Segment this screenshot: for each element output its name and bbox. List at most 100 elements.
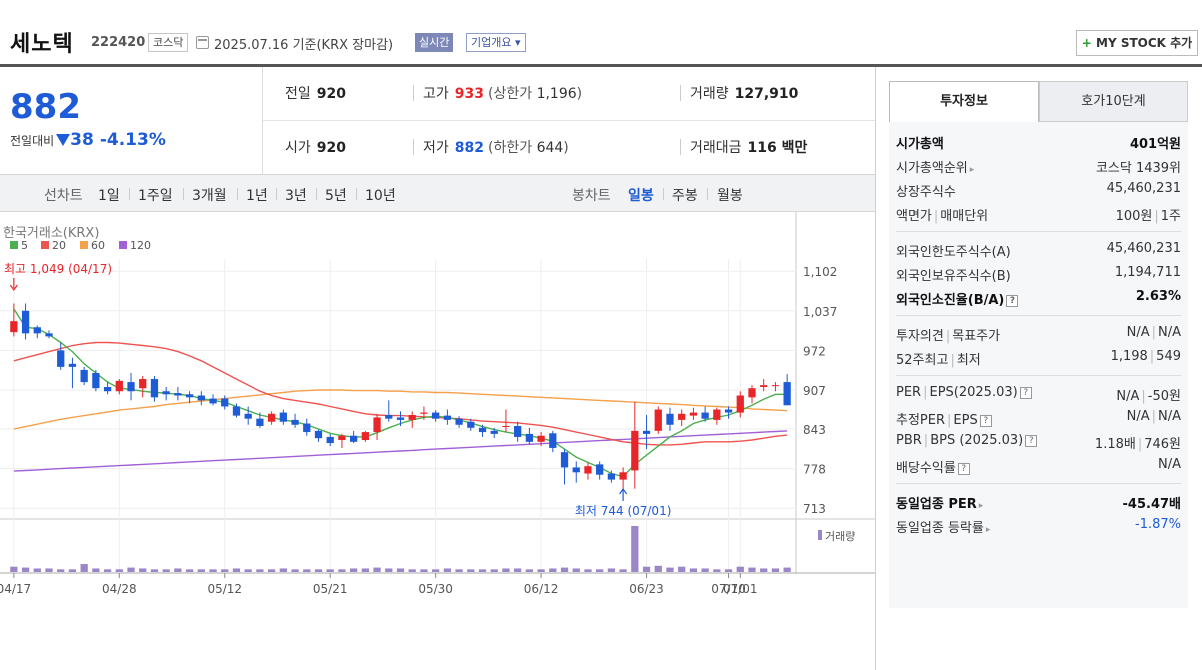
add-mystock-button[interactable]: + MY STOCK 추가	[1076, 30, 1198, 56]
candle-body	[45, 333, 53, 337]
candle-body	[21, 310, 30, 334]
candle-body	[10, 321, 18, 333]
volume-bar	[490, 569, 498, 572]
chevron-right-icon: ▸	[969, 165, 975, 175]
legend-label: 20	[52, 239, 66, 252]
header-divider	[0, 64, 1202, 67]
candle-body	[619, 472, 627, 480]
help-icon[interactable]: ?	[979, 415, 992, 427]
info-row: 상장주식수 45,460,231	[896, 181, 1181, 200]
volume-bar	[150, 569, 159, 572]
candle-body	[502, 425, 510, 427]
candle-body	[162, 391, 170, 395]
company-info-dropdown[interactable]: 기업개요 ▾	[466, 33, 526, 52]
info-row[interactable]: 시가총액순위 ▸ 코스닥 1439위	[896, 161, 1181, 176]
candle-body	[724, 409, 733, 413]
y-tick-label: 843	[803, 423, 826, 437]
candle-body	[150, 379, 159, 398]
y-tick-label: 713	[803, 502, 826, 516]
help-icon[interactable]: ?	[1019, 387, 1032, 399]
legend-swatch	[119, 241, 127, 249]
trade-amount: 거래대금 116 백만	[690, 140, 808, 156]
stock-header: 세노텍 222420 코스닥 2025.07.16 기준(KRX 장마감) 실시…	[0, 0, 1202, 64]
candle-body	[350, 435, 358, 442]
period-tab-1y[interactable]: 1년	[246, 188, 268, 204]
candle-body	[267, 413, 276, 422]
candle-body	[291, 419, 299, 425]
candle-body	[174, 393, 182, 396]
chart-period-tabs: 선차트 1일 1주일 3개월 1년 3년 5년 10년 봉차트 일봉 주봉 월봉	[0, 174, 875, 212]
max-arrow-icon	[9, 284, 18, 292]
x-tick-label: 04/28	[102, 582, 137, 596]
quote-divider	[680, 139, 681, 155]
volume-bar	[678, 566, 686, 572]
tab-investment-info[interactable]: 투자정보	[889, 81, 1039, 122]
info-row[interactable]: 동일업종 PER ▸ -45.47배	[896, 497, 1181, 512]
volume-bar	[45, 568, 53, 572]
chevron-right-icon: ▸	[985, 525, 991, 535]
candle-body	[572, 467, 580, 473]
realtime-button[interactable]: 실시간	[415, 33, 454, 52]
period-tab-10y[interactable]: 10년	[365, 188, 396, 204]
help-icon[interactable]: ?	[957, 463, 970, 475]
candle-body	[666, 413, 674, 425]
y-tick-label: 972	[803, 344, 826, 358]
volume-bar	[232, 568, 241, 572]
min-price-annotation: 최저 744 (07/01)	[575, 504, 672, 518]
volume-bar	[584, 569, 592, 572]
info-row[interactable]: 동일업종 등락률 ▸ -1.87%	[896, 517, 1181, 536]
tab-divider	[183, 188, 184, 200]
volume-bar	[92, 568, 100, 572]
candle-tab-weekly[interactable]: 주봉	[672, 188, 698, 204]
info-row: 시가총액 401억원	[896, 137, 1181, 152]
volume-bar	[455, 569, 463, 572]
volume-bar	[514, 568, 522, 572]
info-row: 외국인보유주식수(B) 1,194,711	[896, 265, 1181, 284]
help-icon[interactable]: ?	[1025, 435, 1038, 447]
period-tab-5y[interactable]: 5년	[325, 188, 347, 204]
period-tab-1d[interactable]: 1일	[98, 188, 120, 204]
candle-body	[514, 425, 522, 437]
candle-body	[478, 427, 487, 433]
candle-body	[338, 435, 346, 440]
candle-body	[408, 415, 416, 420]
volume-legend-label: 거래량	[825, 530, 855, 543]
volume-bar	[267, 569, 276, 572]
chart-source-label: 한국거래소(KRX)	[3, 226, 99, 241]
volume-bar	[185, 569, 194, 572]
volume-bar	[21, 567, 30, 572]
industry-group: 동일업종 PER ▸ -45.47배 동일업종 등락률 ▸ -1.87%	[896, 484, 1181, 543]
help-icon[interactable]: ?	[1006, 295, 1019, 307]
tab-divider	[707, 188, 708, 200]
candle-tab-monthly[interactable]: 월봉	[717, 188, 743, 204]
quote-divider	[413, 85, 414, 101]
period-tab-3y[interactable]: 3년	[285, 188, 307, 204]
volume-bar	[467, 569, 475, 572]
candle-chart-label: 봉차트	[572, 188, 611, 204]
ma120-line	[13, 430, 788, 472]
volume-bar	[33, 568, 41, 572]
volume-bar	[572, 568, 580, 572]
volume-bar	[279, 568, 287, 572]
period-tab-3m[interactable]: 3개월	[192, 188, 227, 204]
candle-body	[584, 466, 592, 474]
tab-orderbook-10[interactable]: 호가10단계	[1039, 81, 1188, 122]
candle-body	[209, 398, 217, 404]
candle-body	[385, 415, 393, 419]
candle-body	[80, 369, 88, 383]
candle-body	[537, 435, 545, 442]
candle-body	[185, 394, 194, 398]
candle-body	[642, 430, 651, 434]
candle-body	[139, 379, 147, 389]
max-price-annotation: 최고 1,049 (04/17)	[4, 262, 112, 276]
volume-bar	[478, 569, 487, 572]
quote-row-divider	[263, 120, 875, 121]
info-row: 액면가 | 매매단위 100원 | 1주	[896, 209, 1181, 224]
price-chart[interactable]: 1,102 1,037 972 907 843 778 713 04/17 04/28 05/12…	[0, 212, 875, 602]
mystock-label: MY STOCK 추가	[1096, 36, 1193, 50]
period-tab-1w[interactable]: 1주일	[138, 188, 173, 204]
candle-tab-daily[interactable]: 일봉	[628, 188, 654, 204]
volume-bar	[619, 569, 627, 572]
volume-bar	[127, 567, 135, 572]
tab-divider	[237, 188, 238, 200]
